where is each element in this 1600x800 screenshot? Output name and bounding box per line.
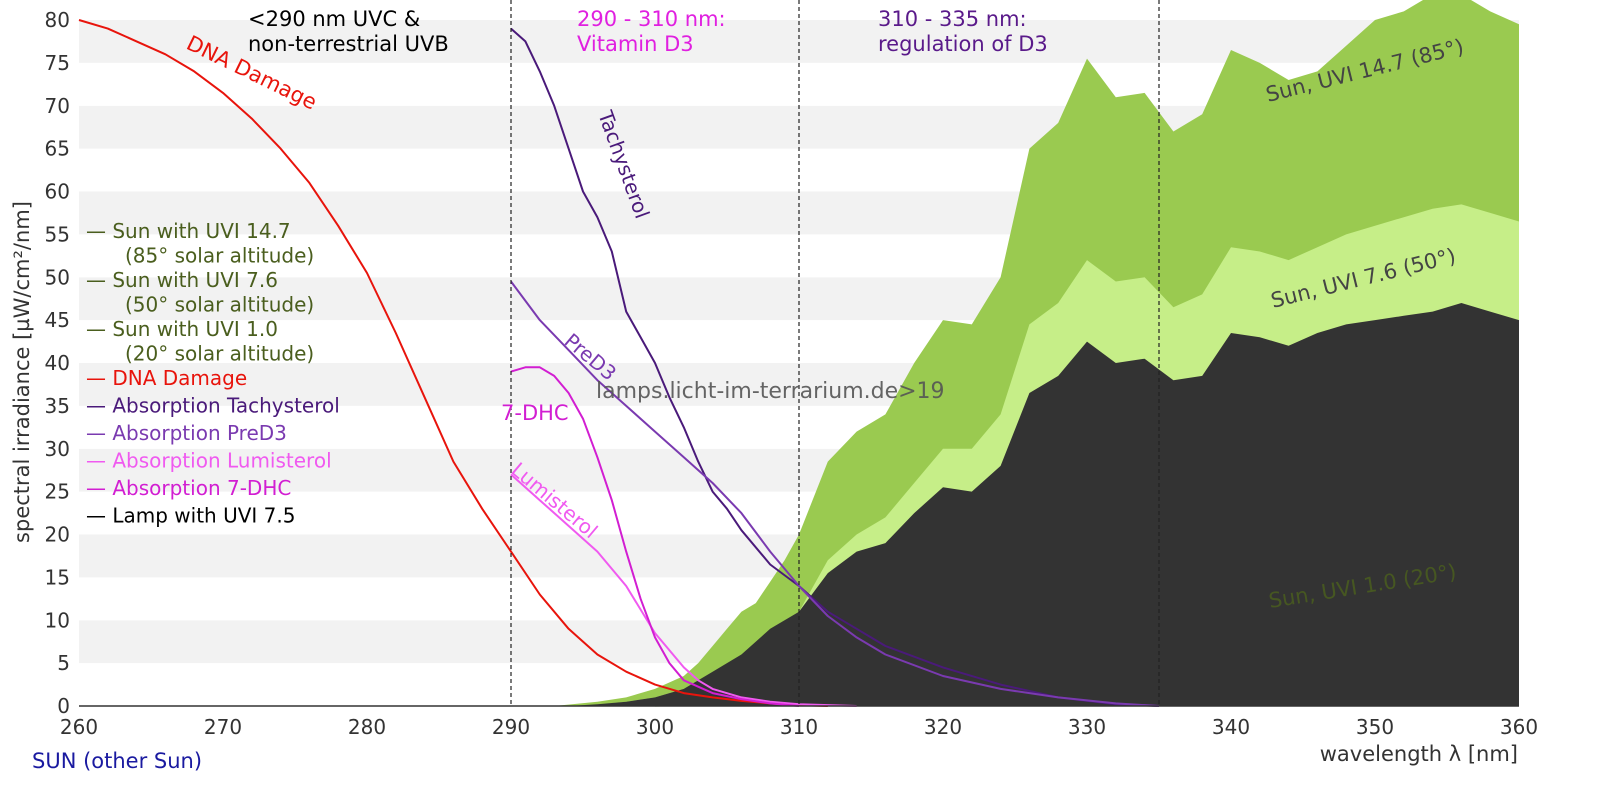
y-tick-label: 10 (45, 608, 70, 632)
y-tick-label: 15 (45, 565, 70, 589)
region-label-regulation-line-1: 310 - 335 nm: (878, 7, 1027, 31)
y-tick-label: 5 (57, 651, 70, 675)
curve-absorption-lumisterol (510, 473, 857, 707)
y-tick-label: 80 (45, 8, 70, 32)
x-tick-label: 360 (1500, 715, 1538, 739)
y-axis-ticks: 0 5 10 15 20 25 30 35 40 45 50 55 60 65 70 75 80 (45, 8, 70, 718)
y-tick-label: 40 (45, 351, 70, 375)
x-tick-label: 260 (60, 715, 98, 739)
x-tick-label: 310 (780, 715, 818, 739)
region-label-regulation: 310 - 335 nm: regulation of D3 (878, 7, 1048, 56)
y-tick-label: 55 (45, 222, 70, 246)
x-axis-ticks: 260 270 280 290 300 310 320 330 340 350 360 (60, 715, 1538, 739)
region-label-uvc-line-2: non-terrestrial UVB (248, 32, 449, 56)
y-tick-label: 70 (45, 94, 70, 118)
y-tick-label: 0 (57, 694, 70, 718)
legend-entry-1: — Sun with UVI 7.6 (86, 268, 278, 292)
curve-absorption-tachysterol (510, 27, 1160, 707)
legend-entry-5: — Absorption PreD3 (86, 421, 287, 445)
y-tick-label: 25 (45, 480, 70, 504)
y-tick-label: 35 (45, 394, 70, 418)
x-tick-label: 270 (204, 715, 242, 739)
y-tick-label: 45 (45, 308, 70, 332)
y-tick-label: 60 (45, 180, 70, 204)
legend-entry-0-sub: (85° solar altitude) (125, 244, 314, 268)
region-label-uvc-line-1: <290 nm UVC & (248, 7, 420, 31)
x-tick-label: 350 (1356, 715, 1394, 739)
region-label-vitamin-d3: 290 - 310 nm: Vitamin D3 (577, 7, 732, 56)
legend-entry-1-sub: (50° solar altitude) (125, 293, 314, 317)
x-axis-label: wavelength λ [nm] (1320, 742, 1518, 766)
series-lamp-with-uvi-7-5-area (568, 303, 1519, 706)
region-label-uvc: <290 nm UVC & non-terrestrial UVB (248, 7, 449, 56)
y-tick-label: 50 (45, 265, 70, 289)
curve-absorption-pred3 (510, 280, 1160, 707)
y-axis-label: spectral irradiance [µW/cm²/nm] (10, 201, 34, 543)
legend-entry-0: — Sun with UVI 14.7 (86, 219, 291, 243)
seven-dhc-curve-label: 7-DHC (501, 401, 569, 425)
legend-entry-6: — Absorption Lumisterol (86, 449, 332, 473)
y-tick-label: 30 (45, 437, 70, 461)
x-tick-label: 340 (1212, 715, 1250, 739)
grid-band (79, 20, 1519, 63)
y-tick-label: 65 (45, 137, 70, 161)
region-label-regulation-line-2: regulation of D3 (878, 32, 1048, 56)
x-tick-label: 290 (492, 715, 530, 739)
curve-dna-damage (78, 19, 828, 707)
legend-entry-7: — Absorption 7-DHC (86, 476, 291, 500)
series-layer (554, 0, 1520, 707)
x-tick-label: 330 (1068, 715, 1106, 739)
curve-absorption-7-dhc (510, 366, 800, 707)
legend-entry-8: — Lamp with UVI 7.5 (86, 504, 295, 528)
legend: — Sun with UVI 14.7(85° solar altitude)—… (86, 219, 340, 528)
x-tick-label: 280 (348, 715, 386, 739)
x-tick-label: 300 (636, 715, 674, 739)
source-label: SUN (other Sun) (32, 749, 202, 773)
region-dividers (510, 0, 1160, 706)
legend-entry-2: — Sun with UVI 1.0 (86, 317, 278, 341)
y-tick-label: 20 (45, 523, 70, 547)
watermark: lamps.licht-im-terrarium.de>19 (596, 379, 945, 404)
legend-entry-3: — DNA Damage (86, 366, 247, 390)
region-label-vitamin-d3-line-2: Vitamin D3 (577, 32, 694, 56)
legend-entry-4: — Absorption Tachysterol (86, 394, 340, 418)
region-label-vitamin-d3-line-1: 290 - 310 nm: (577, 7, 726, 31)
absorption-curves-layer (78, 19, 1160, 707)
region-labels: <290 nm UVC & non-terrestrial UVB 290 - … (248, 7, 1048, 56)
legend-entry-2-sub: (20° solar altitude) (125, 342, 314, 366)
x-tick-label: 320 (924, 715, 962, 739)
y-tick-label: 75 (45, 51, 70, 75)
